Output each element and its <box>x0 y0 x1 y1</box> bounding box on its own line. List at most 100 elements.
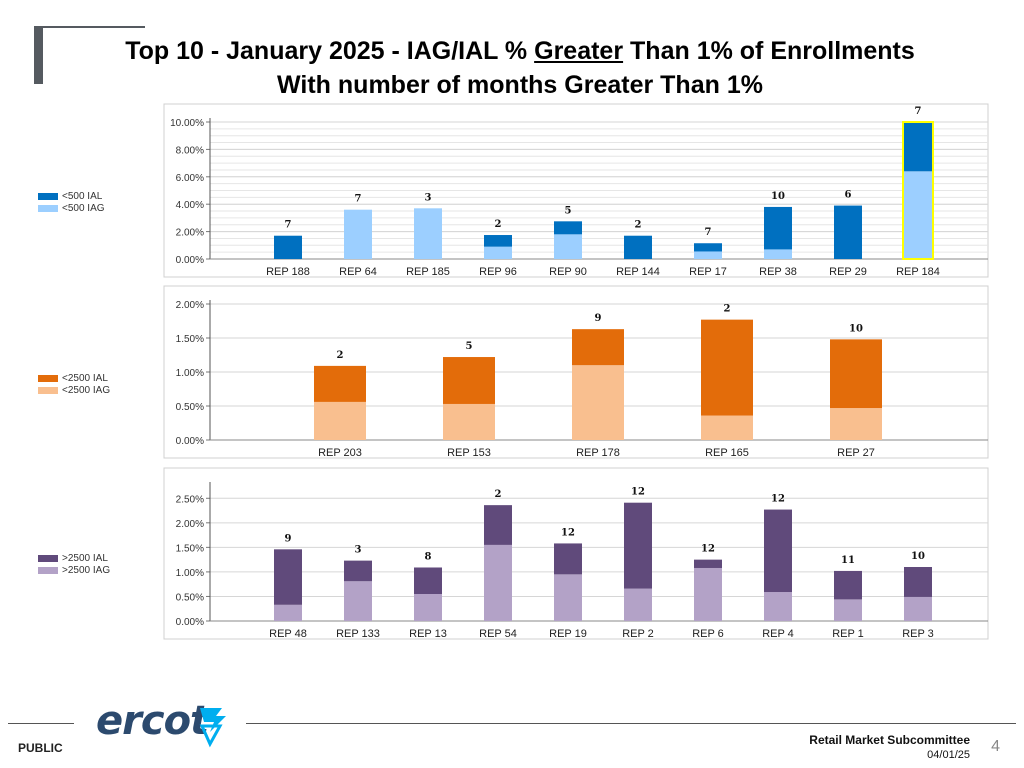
legend-label: >2500 IAG <box>62 564 111 576</box>
y-tick-label: 2.00% <box>176 300 204 311</box>
data-label: 2 <box>495 219 502 230</box>
data-label: 10 <box>849 323 863 334</box>
bar-segment-ial <box>484 505 512 545</box>
bar-segment-ial <box>694 559 722 568</box>
bar-segment-ial <box>830 339 882 409</box>
x-tick-label: REP 54 <box>479 628 517 640</box>
title-emphasis: Greater <box>534 37 624 65</box>
data-label: 7 <box>355 194 362 205</box>
legend-swatch <box>38 386 58 394</box>
bar-segment-iag <box>414 208 442 259</box>
y-tick-label: 1.50% <box>176 543 204 554</box>
legend-swatch <box>38 554 58 562</box>
bar-segment-iag <box>484 544 512 621</box>
legend-item: <500 IAG <box>38 202 105 214</box>
bar-segment-iag <box>764 592 792 621</box>
legend-swatch <box>38 566 58 574</box>
footer-divider-right <box>246 723 1016 724</box>
bar-segment-iag <box>830 408 882 440</box>
y-tick-label: 0.00% <box>176 436 204 447</box>
bar-segment-ial <box>624 235 652 259</box>
bar-segment-iag <box>904 171 932 259</box>
legend-item: <500 IAL <box>38 190 105 202</box>
footer-date: 04/01/25 <box>927 749 970 761</box>
y-tick-label: 10.00% <box>170 118 204 129</box>
bar-segment-iag <box>554 234 582 259</box>
bar-segment-iag <box>904 596 932 621</box>
charts-canvas: 0.00% 2.00% 4.00% 6.00% 8.00% 10.00% 7 REP 188 7… <box>163 103 989 640</box>
bar-segment-ial <box>701 319 753 416</box>
y-tick-label: 6.00% <box>176 173 204 184</box>
x-tick-label: REP 153 <box>447 447 491 459</box>
bar-segment-ial <box>764 509 792 593</box>
data-label: 3 <box>425 192 432 203</box>
legend-swatch <box>38 192 58 200</box>
x-tick-label: REP 90 <box>549 266 587 278</box>
bar-segment-ial <box>624 502 652 589</box>
bar-segment-iag <box>443 403 495 440</box>
bar-segment-ial <box>834 570 862 600</box>
legend-label: >2500 IAL <box>62 552 108 564</box>
x-tick-label: REP 178 <box>576 447 620 459</box>
x-tick-label: REP 203 <box>318 447 362 459</box>
x-tick-label: REP 144 <box>616 266 660 278</box>
bar-segment-iag <box>694 251 722 259</box>
data-label: 11 <box>841 555 855 566</box>
data-label: 6 <box>845 190 852 201</box>
data-label: 7 <box>285 220 292 231</box>
title-accent-line <box>43 26 145 28</box>
title-accent-bar <box>34 26 43 84</box>
bar-segment-ial <box>274 549 302 605</box>
highlight-outline <box>902 121 934 260</box>
legend-swatch <box>38 374 58 382</box>
y-tick-label: 2.50% <box>176 494 204 505</box>
bar-segment-ial <box>554 221 582 235</box>
page-number: 4 <box>991 738 1000 755</box>
bar-segment-ial <box>834 205 862 259</box>
legend-chart-2: <2500 IAL <2500 IAG <box>38 372 110 396</box>
y-tick-label: 1.50% <box>176 334 204 345</box>
data-label: 2 <box>495 489 502 500</box>
data-label: 8 <box>425 551 432 562</box>
classification-label: PUBLIC <box>18 741 63 755</box>
data-label: 9 <box>595 313 602 324</box>
legend-label: <500 IAL <box>62 190 103 202</box>
data-label: 7 <box>705 227 712 238</box>
bar-segment-iag <box>694 567 722 621</box>
bar-segment-ial <box>344 560 372 582</box>
y-tick-label: 2.00% <box>176 519 204 530</box>
legend-chart-1: <500 IAL <500 IAG <box>38 190 105 214</box>
logo-wordmark: ercot <box>96 698 209 744</box>
bar-segment-iag <box>764 249 792 259</box>
bar-segment-iag <box>344 209 372 259</box>
legend-label: <2500 IAL <box>62 372 108 384</box>
x-tick-label: REP 4 <box>762 628 794 640</box>
y-tick-label: 1.00% <box>176 368 204 379</box>
x-tick-label: REP 96 <box>479 266 517 278</box>
data-label: 12 <box>771 494 785 505</box>
bar-segment-ial <box>904 122 932 172</box>
bar-segment-iag <box>572 365 624 440</box>
bar-segment-iag <box>701 415 753 440</box>
y-tick-label: 2.00% <box>176 228 204 239</box>
bar-segment-iag <box>554 574 582 621</box>
bar-segment-ial <box>764 206 792 250</box>
data-label: 12 <box>561 527 575 538</box>
bar-segment-ial <box>274 235 302 259</box>
committee-name: Retail Market Subcommittee <box>809 733 970 747</box>
data-label: 2 <box>337 350 344 361</box>
x-tick-label: REP 133 <box>336 628 380 640</box>
data-label: 12 <box>701 544 715 555</box>
x-tick-label: REP 48 <box>269 628 307 640</box>
bar-segment-ial <box>554 543 582 575</box>
legend-chart-3: >2500 IAL >2500 IAG <box>38 552 110 576</box>
bar-segment-iag <box>344 581 372 621</box>
title-line-1: Top 10 - January 2025 - IAG/IAL % Greate… <box>60 34 980 68</box>
data-label: 5 <box>466 341 473 352</box>
data-label: 5 <box>565 205 572 216</box>
legend-label: <500 IAG <box>62 202 105 214</box>
x-tick-label: REP 17 <box>689 266 727 278</box>
legend-item: >2500 IAG <box>38 564 110 576</box>
x-tick-label: REP 184 <box>896 266 940 278</box>
bar-segment-iag <box>314 401 366 440</box>
